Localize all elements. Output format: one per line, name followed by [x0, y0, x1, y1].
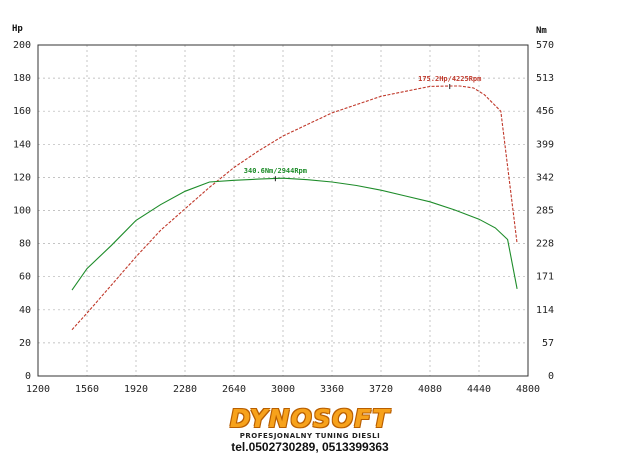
dynosoft-logo: DYNOSOFT PROFESJONALNY TUNING DIESLI tel…	[150, 406, 470, 464]
y-right-tick-label: 513	[536, 73, 554, 84]
y-right-tick-label: 114	[536, 305, 554, 316]
y-right-tick-label: 285	[536, 206, 554, 217]
y-left-tick-label: 80	[19, 239, 31, 250]
x-tick-label: 3000	[271, 384, 295, 395]
x-tick-label: 1920	[124, 384, 148, 395]
dyno-chart: 0 20 40 60 80 100 120 140 160 180 200 0 57 114 171 228 2…	[12, 24, 554, 395]
x-tick-label: 4440	[467, 384, 491, 395]
y-right-tick-label: 0	[548, 371, 554, 382]
y-left-tick-label: 200	[13, 40, 31, 51]
y-right-tick-label: 399	[536, 139, 554, 150]
y-left-tick-label: 40	[19, 305, 31, 316]
y-left-tick-label: 0	[25, 371, 31, 382]
peak-power-label: 175.2Hp/4225Rpm	[418, 75, 481, 83]
power-curve-line	[71, 85, 518, 331]
x-tick-label: 1200	[26, 384, 50, 395]
y-left-tick-label: 160	[13, 106, 31, 117]
x-tick-label: 4800	[516, 384, 540, 395]
y-right-tick-label: 57	[542, 338, 554, 349]
x-tick-label: 2280	[173, 384, 197, 395]
y-right-tick-label: 456	[536, 106, 554, 117]
y-left-tick-label: 140	[13, 139, 31, 150]
x-tick-label: 4080	[418, 384, 442, 395]
x-tick-label: 1560	[75, 384, 99, 395]
x-tick-label: 3720	[369, 384, 393, 395]
y-left-tick-label: 100	[13, 206, 31, 217]
peak-torque-label: 340.6Nm/2944Rpm	[244, 167, 307, 175]
brand-tagline: PROFESJONALNY TUNING DIESLI	[239, 432, 381, 440]
brand-wordmark: DYNOSOFT	[229, 404, 391, 433]
torque-curve-line	[71, 177, 518, 291]
y-left-tick-label: 120	[13, 172, 31, 183]
plot-frame	[37, 44, 529, 377]
y-left-unit-label: Hp	[12, 24, 23, 34]
y-right-tick-label: 342	[536, 172, 554, 183]
x-tick-label: 3360	[320, 384, 344, 395]
y-right-tick-label: 228	[536, 239, 554, 250]
x-tick-label: 2640	[222, 384, 246, 395]
y-left-tick-label: 180	[13, 73, 31, 84]
y-right-tick-label: 171	[536, 272, 554, 283]
y-left-tick-label: 60	[19, 272, 31, 283]
y-left-tick-label: 20	[19, 338, 31, 349]
phone-numbers: tel.0502730289, 0513399363	[231, 440, 389, 454]
y-right-tick-label: 570	[536, 40, 554, 51]
y-right-unit-label: Nm	[536, 26, 547, 36]
